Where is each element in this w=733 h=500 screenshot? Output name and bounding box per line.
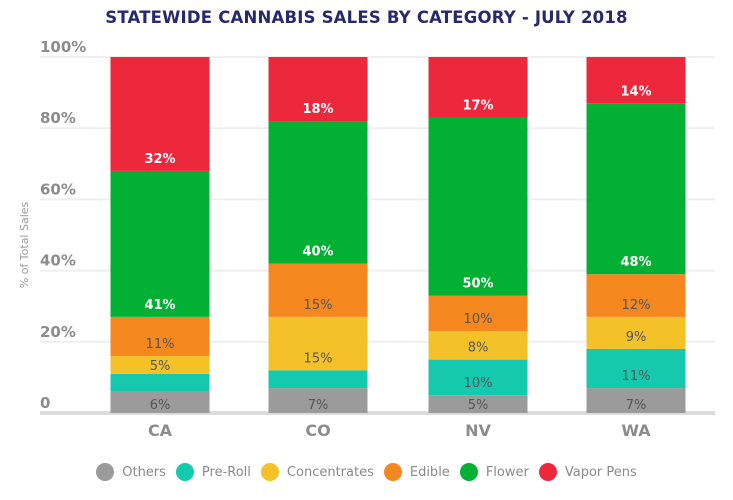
y-tick-label: 100% (40, 38, 86, 56)
chart-legend: Others Pre-Roll Concentrates Edible Flower Va… (0, 463, 733, 481)
legend-item: Pre-Roll (175, 463, 251, 481)
bar-segment-co-pre-roll (268, 370, 368, 389)
data-label: 5% (468, 398, 489, 413)
bar-segment-wa-flower (586, 103, 686, 275)
bar-segment-ca-concentrates (110, 356, 210, 374)
data-label: 5% (150, 359, 171, 374)
bar-segment-ca-vapor-pens (110, 57, 210, 171)
x-tick-label: CO (305, 421, 330, 440)
bar-segment-wa-edible (586, 274, 686, 317)
data-label: 7% (308, 398, 329, 413)
y-tick-label: 0 (40, 394, 50, 412)
legend-swatch (260, 463, 279, 481)
data-label: 6% (150, 398, 171, 413)
bar-segment-nv-concentrates (428, 331, 528, 360)
data-label: 50% (462, 277, 493, 292)
legend-item: Concentrates (260, 463, 374, 481)
data-label: 48% (620, 255, 651, 270)
legend-label: Pre-Roll (201, 464, 251, 480)
bar-segment-nv-flower (428, 117, 528, 296)
legend-label: Others (122, 464, 166, 480)
data-label: 18% (302, 102, 333, 117)
bar-segment-ca-pre-roll (110, 373, 210, 392)
bar-segment-wa-others (586, 388, 686, 413)
data-label: 8% (468, 341, 489, 356)
data-label: 12% (622, 298, 651, 313)
data-label: 17% (462, 99, 493, 114)
data-label: 10% (464, 312, 493, 327)
legend-label: Concentrates (286, 464, 374, 480)
data-label: 14% (620, 84, 651, 99)
chart-title: STATEWIDE CANNABIS SALES BY CATEGORY - J… (105, 8, 628, 27)
legend-swatch (538, 463, 557, 481)
x-tick-label: WA (621, 421, 651, 440)
legend-item: Flower (459, 463, 529, 481)
bar-segment-nv-edible (428, 295, 528, 332)
bar-segment-ca-others (110, 391, 210, 413)
data-label: 15% (304, 351, 333, 366)
legend-label: Vapor Pens (564, 464, 637, 480)
bar-segment-nv-pre-roll (428, 359, 528, 396)
legend-swatch (383, 463, 402, 481)
data-label: 9% (626, 330, 647, 345)
legend-item: Vapor Pens (538, 463, 637, 481)
x-tick-label: CA (148, 421, 173, 440)
legend-item: Others (96, 463, 166, 481)
data-label: 11% (622, 369, 651, 384)
legend-label: Edible (409, 464, 450, 480)
data-label: 10% (464, 376, 493, 391)
legend-item: Edible (383, 463, 450, 481)
bar-segment-co-concentrates (268, 316, 368, 371)
legend-label: Flower (485, 464, 529, 480)
data-label: 7% (626, 398, 647, 413)
y-tick-label: 20% (40, 323, 76, 341)
bar-segment-ca-flower (110, 170, 210, 317)
data-label: 41% (144, 298, 175, 313)
x-tick-label: NV (465, 421, 491, 440)
legend-swatch (96, 463, 115, 481)
bar-segment-ca-edible (110, 316, 210, 357)
bar-segment-co-vapor-pens (268, 57, 368, 122)
bar-segment-co-others (268, 388, 368, 413)
bar-segment-nv-others (428, 395, 528, 413)
y-tick-label: 40% (40, 252, 76, 270)
legend-swatch (459, 463, 478, 481)
bar-segment-co-edible (268, 263, 368, 317)
bar-segment-wa-concentrates (586, 316, 686, 349)
data-label: 32% (144, 152, 175, 167)
bar-segment-wa-pre-roll (586, 348, 686, 389)
y-axis-label: % of Total Sales (18, 201, 31, 288)
data-label: 15% (304, 298, 333, 313)
stacked-bar-chart: 0 20% 40% 60% 80% 100% % of Total Sales 6% 5% 11%… (18, 38, 715, 440)
bar-segment-co-flower (268, 121, 368, 264)
legend-swatch (175, 463, 194, 481)
data-label: 40% (302, 244, 333, 259)
y-tick-label: 80% (40, 109, 76, 127)
y-tick-label: 60% (40, 180, 76, 198)
bar-segment-nv-vapor-pens (428, 57, 528, 118)
bar-segment-wa-vapor-pens (586, 57, 686, 104)
data-label: 11% (146, 337, 175, 352)
